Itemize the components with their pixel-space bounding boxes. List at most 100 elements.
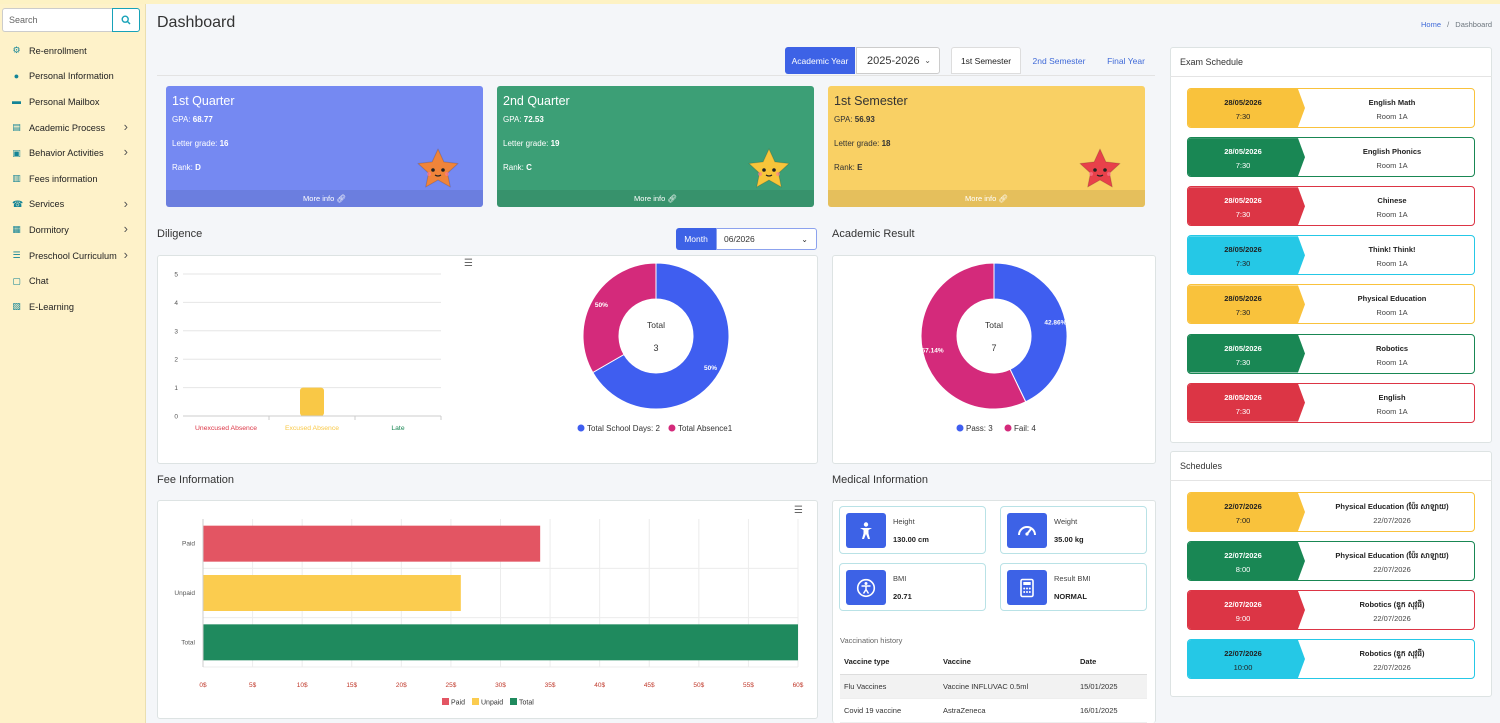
medical-value: NORMAL <box>1054 592 1087 601</box>
donut-slice[interactable] <box>592 262 730 410</box>
legend-label[interactable]: Unpaid <box>481 700 503 707</box>
schedule-time: 7:30 <box>1235 210 1251 220</box>
legend-label[interactable]: Total School Days: 2 <box>587 424 660 433</box>
schedule-item[interactable]: 28/05/2026 7:30 English Room 1A <box>1187 382 1475 423</box>
bar[interactable] <box>203 624 798 661</box>
chevron-down-icon: ⌄ <box>801 235 808 244</box>
sidebar-item-label: Re-enrollment <box>29 45 87 56</box>
diligence-panel: ☰ 0 1 2 3 4 5 Unexcused Absence Excused Absence… <box>157 255 818 464</box>
more-info-label: More info <box>303 194 335 203</box>
letter-grade-value: 19 <box>550 139 560 148</box>
sidebar-item-label: Services <box>29 199 65 210</box>
summary-card-2nd-quarter: 2nd Quarter GPA: 72.53 Letter grade: 19 Ran… <box>497 86 814 207</box>
rank-label: Rank: <box>172 163 193 172</box>
more-info-label: More info <box>634 194 666 203</box>
table-cell: Flu Vaccines <box>840 674 939 699</box>
donut-slice[interactable] <box>582 262 657 374</box>
tab-final-year[interactable]: Final Year <box>1107 55 1145 66</box>
academic-year-label: Academic Year <box>785 47 855 74</box>
x-tick-label: 30$ <box>495 682 506 689</box>
x-tick-label: 60$ <box>793 682 804 689</box>
schedule-item[interactable]: 28/05/2026 7:30 English Math Room 1A <box>1187 88 1475 128</box>
schedules-title: Schedules <box>1180 461 1223 471</box>
slice-label: 50% <box>704 365 717 372</box>
card-rank: Rank: C <box>503 163 532 172</box>
letter-grade-value: 18 <box>881 139 891 148</box>
sidebar: ⚙ Re-enrollment ● Personal Information ▬ Pers… <box>0 4 146 723</box>
medical-card-result-bmi: Result BMI NORMAL <box>1000 563 1147 611</box>
y-tick-label: Total <box>181 639 195 646</box>
letter-grade-label: Letter grade: <box>172 139 218 148</box>
x-tick-label: 10$ <box>297 682 308 689</box>
donut-center-value: 3 <box>653 343 658 353</box>
search-input[interactable] <box>2 8 112 32</box>
more-info-link[interactable]: More info 🔗︎ <box>166 190 483 207</box>
schedule-item[interactable]: 28/05/2026 7:30 Physical Education Room 1A <box>1187 284 1475 325</box>
search-button[interactable] <box>112 8 140 32</box>
x-tick-label: 20$ <box>396 682 407 689</box>
sidebar-item-dormitory[interactable]: ▦ Dormitory › <box>0 217 146 243</box>
schedule-item[interactable]: 22/07/2026 10:00 Robotics (ឌួក សុវុធី) 22/0… <box>1187 639 1475 679</box>
sidebar-item-preschool-curriculum[interactable]: ☰ Preschool Curriculum › <box>0 243 146 269</box>
schedule-item[interactable]: 28/05/2026 7:30 English Phonics Room 1A <box>1187 137 1475 178</box>
calculator-icon <box>1007 570 1047 605</box>
sidebar-item-behavior-activities[interactable]: ▣ Behavior Activities › <box>0 140 146 166</box>
bar[interactable] <box>203 525 541 562</box>
schedule-date-block <box>1188 236 1305 275</box>
schedule-detail: Room 1A <box>1376 259 1408 269</box>
bar[interactable] <box>203 575 461 611</box>
month-select[interactable]: 06/2026 ⌄ <box>716 228 817 250</box>
medical-value: 35.00 kg <box>1054 535 1084 544</box>
legend-marker <box>510 698 517 705</box>
sidebar-item-label: Personal Mailbox <box>29 96 100 107</box>
schedule-item[interactable]: 22/07/2026 7:00 Physical Education (ប៉ែរ ស… <box>1187 492 1475 532</box>
breadcrumb-home-link[interactable]: Home <box>1421 20 1442 29</box>
schedule-time: 7:30 <box>1235 308 1251 318</box>
column-header: Date <box>1076 650 1147 675</box>
donut-slice[interactable] <box>920 262 1027 410</box>
sidebar-item-academic-process[interactable]: ▤ Academic Process › <box>0 115 146 141</box>
more-info-link[interactable]: More info 🔗︎ <box>828 190 1145 207</box>
schedule-item[interactable]: 28/05/2026 7:30 Think! Think! Room 1A <box>1187 235 1475 276</box>
academic-year-select[interactable]: 2025-2026 ⌄ <box>856 47 940 74</box>
chart-menu-icon[interactable]: ☰ <box>794 505 803 516</box>
schedule-item[interactable]: 22/07/2026 9:00 Robotics (ឌួក សុវុធី) 22/07… <box>1187 590 1475 630</box>
sidebar-item-chat[interactable]: ▢ Chat <box>0 268 146 294</box>
legend-label[interactable]: Total Absence1 <box>678 424 733 433</box>
schedule-subject: Robotics (ឌួក សុវុធី) <box>1359 649 1425 658</box>
legend-label[interactable]: Pass: 3 <box>966 424 993 433</box>
column-header: Vaccine <box>939 650 1076 675</box>
sidebar-item-label: Dormitory <box>29 224 69 235</box>
sidebar-item-e-learning[interactable]: ▧ E-Learning <box>0 294 146 320</box>
x-tick-label: Excused Absence <box>285 425 339 432</box>
sidebar-item-personal-information[interactable]: ● Personal Information <box>0 64 146 90</box>
more-info-link[interactable]: More info 🔗︎ <box>497 190 814 207</box>
tab-2nd-semester[interactable]: 2nd Semester <box>1032 55 1086 66</box>
schedule-item[interactable]: 28/05/2026 7:30 Chinese Room 1A <box>1187 186 1475 227</box>
slice-label: 42.86% <box>1044 319 1066 326</box>
sidebar-item-re-enrollment[interactable]: ⚙ Re-enrollment <box>0 38 146 64</box>
sidebar-item-services[interactable]: ☎ Services › <box>0 192 146 218</box>
x-tick-label: 5$ <box>249 682 257 689</box>
sidebar-item-fees-information[interactable]: ▥ Fees information <box>0 166 146 192</box>
legend-label[interactable]: Fail: 4 <box>1014 424 1036 433</box>
chevron-right-icon: › <box>123 246 128 262</box>
breadcrumb-separator: / <box>1447 20 1450 29</box>
sidebar-item-personal-mailbox[interactable]: ▬ Personal Mailbox <box>0 89 146 115</box>
bar[interactable] <box>300 387 324 416</box>
x-tick-label: 45$ <box>644 682 655 689</box>
legend-label[interactable]: Paid <box>451 700 465 707</box>
donut-slice[interactable] <box>993 262 1068 403</box>
x-tick-label: 25$ <box>445 682 456 689</box>
medical-information-title: Medical Information <box>832 474 928 486</box>
legend-label[interactable]: Total <box>519 700 534 707</box>
schedule-item[interactable]: 22/07/2026 8:00 Physical Education (ប៉ែរ ស… <box>1187 541 1475 581</box>
chart-menu-icon[interactable]: ☰ <box>464 258 473 269</box>
rank-value: D <box>195 163 201 172</box>
tab-1st-semester[interactable]: 1st Semester <box>951 47 1021 74</box>
schedule-item[interactable]: 28/05/2026 7:30 Robotics Room 1A <box>1187 333 1475 374</box>
schedule-detail: Room 1A <box>1376 112 1408 121</box>
chevron-right-icon: › <box>123 195 128 211</box>
schedule-detail: Room 1A <box>1376 308 1408 318</box>
schedule-detail: 22/07/2026 <box>1373 516 1411 525</box>
